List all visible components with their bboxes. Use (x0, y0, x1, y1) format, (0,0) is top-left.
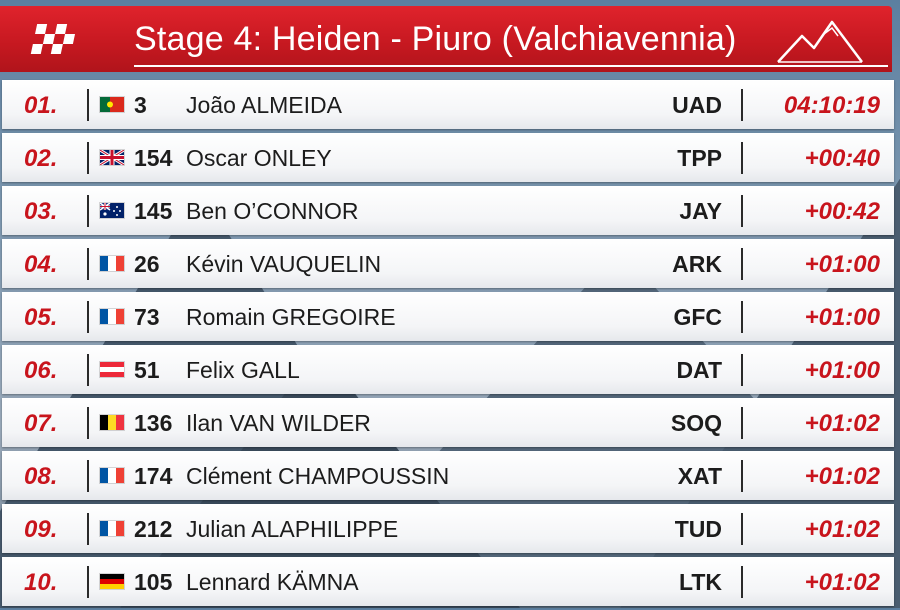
title-underline (134, 65, 888, 67)
table-row: 08. 174 Clément CHAMPOUSSIN XAT +01:02 (2, 451, 894, 500)
table-row: 10. 105 Lennard KÄMNA LTK +01:02 (2, 557, 894, 606)
team-code: DAT (676, 357, 722, 383)
uk-flag-icon (100, 150, 124, 165)
table-row: 02. 154 Oscar ONLEY TPP +00:40 (2, 133, 894, 182)
checkered-flag-icon (30, 24, 76, 54)
rider-name: Clément CHAMPOUSSIN (186, 463, 450, 489)
finish-time: +01:00 (804, 357, 880, 384)
bib-number: 73 (134, 304, 160, 330)
position: 06. (24, 357, 58, 384)
position: 09. (24, 516, 58, 543)
table-row: 04. 26 Kévin VAUQUELIN ARK +01:00 (2, 239, 894, 288)
finish-time: +01:02 (804, 410, 880, 437)
divider (741, 89, 743, 121)
finish-time: +00:40 (804, 145, 880, 172)
divider (741, 513, 743, 545)
position: 10. (24, 569, 58, 596)
table-row: 01. 3 João ALMEIDA UAD 04:10:19 (2, 80, 894, 129)
divider (741, 301, 743, 333)
stage-header: Stage 4: Heiden - Piuro (Valchiavennia) (0, 6, 892, 72)
divider (87, 354, 89, 386)
mountain-icon (777, 20, 863, 63)
divider (741, 195, 743, 227)
bib-number: 212 (134, 516, 173, 542)
team-code: XAT (677, 463, 722, 489)
table-row: 03. 145 Ben O’CONNOR JAY +00:42 (2, 186, 894, 235)
rider-name: Oscar ONLEY (186, 145, 332, 171)
divider (87, 513, 89, 545)
bib-number: 26 (134, 251, 160, 277)
finish-time: +01:02 (804, 516, 880, 543)
divider (87, 460, 89, 492)
rider-name: Julian ALAPHILIPPE (186, 516, 399, 542)
divider (741, 354, 743, 386)
finish-time: +01:00 (804, 304, 880, 331)
table-row: 07. 136 Ilan VAN WILDER SOQ +01:02 (2, 398, 894, 447)
position: 04. (24, 251, 58, 278)
finish-time: +01:02 (804, 569, 880, 596)
finish-time: +00:42 (804, 198, 880, 225)
table-row: 05. 73 Romain GREGOIRE GFC +01:00 (2, 292, 894, 341)
bib-number: 3 (134, 92, 147, 118)
bib-number: 105 (134, 569, 173, 595)
australia-flag-icon (100, 203, 124, 218)
position: 05. (24, 304, 58, 331)
bib-number: 136 (134, 410, 173, 436)
stage-title: Stage 4: Heiden - Piuro (Valchiavennia) (134, 20, 737, 58)
rider-name: Ben O’CONNOR (186, 198, 359, 224)
divider (87, 142, 89, 174)
divider (87, 89, 89, 121)
divider (87, 566, 89, 598)
austria-flag-icon (100, 362, 124, 377)
finish-time: 04:10:19 (783, 92, 880, 119)
france-flag-icon (100, 521, 124, 536)
table-row: 09. 212 Julian ALAPHILIPPE TUD +01:02 (2, 504, 894, 553)
bib-number: 145 (134, 198, 173, 224)
bib-number: 174 (134, 463, 173, 489)
france-flag-icon (100, 468, 124, 483)
position: 03. (24, 198, 58, 225)
divider (741, 248, 743, 280)
team-code: TUD (674, 516, 722, 542)
results-table: 01. 3 João ALMEIDA UAD 04:10:19 02. 154 … (2, 80, 894, 610)
rider-name: Kévin VAUQUELIN (186, 251, 382, 277)
finish-time: +01:00 (804, 251, 880, 278)
team-code: JAY (679, 198, 722, 224)
divider (741, 407, 743, 439)
divider (87, 248, 89, 280)
team-code: ARK (672, 251, 722, 277)
table-row: 06. 51 Felix GALL DAT +01:00 (2, 345, 894, 394)
divider (87, 407, 89, 439)
position: 07. (24, 410, 58, 437)
rider-name: Ilan VAN WILDER (186, 410, 371, 436)
divider (87, 301, 89, 333)
team-code: UAD (672, 92, 722, 118)
rider-name: Lennard KÄMNA (186, 569, 359, 595)
divider (87, 195, 89, 227)
position: 08. (24, 463, 58, 490)
rider-name: Felix GALL (186, 357, 300, 383)
team-code: LTK (678, 569, 722, 595)
bib-number: 154 (134, 145, 173, 171)
bib-number: 51 (134, 357, 160, 383)
france-flag-icon (100, 256, 124, 271)
team-code: GFC (673, 304, 722, 330)
team-code: SOQ (670, 410, 722, 436)
belgium-flag-icon (100, 415, 124, 430)
divider (741, 142, 743, 174)
france-flag-icon (100, 309, 124, 324)
divider (741, 460, 743, 492)
team-code: TPP (677, 145, 722, 171)
finish-time: +01:02 (804, 463, 880, 490)
rider-name: Romain GREGOIRE (186, 304, 396, 330)
rider-name: João ALMEIDA (186, 92, 342, 118)
germany-flag-icon (100, 574, 124, 589)
divider (741, 566, 743, 598)
portugal-flag-icon (100, 97, 124, 112)
position: 01. (24, 92, 58, 119)
position: 02. (24, 145, 58, 172)
